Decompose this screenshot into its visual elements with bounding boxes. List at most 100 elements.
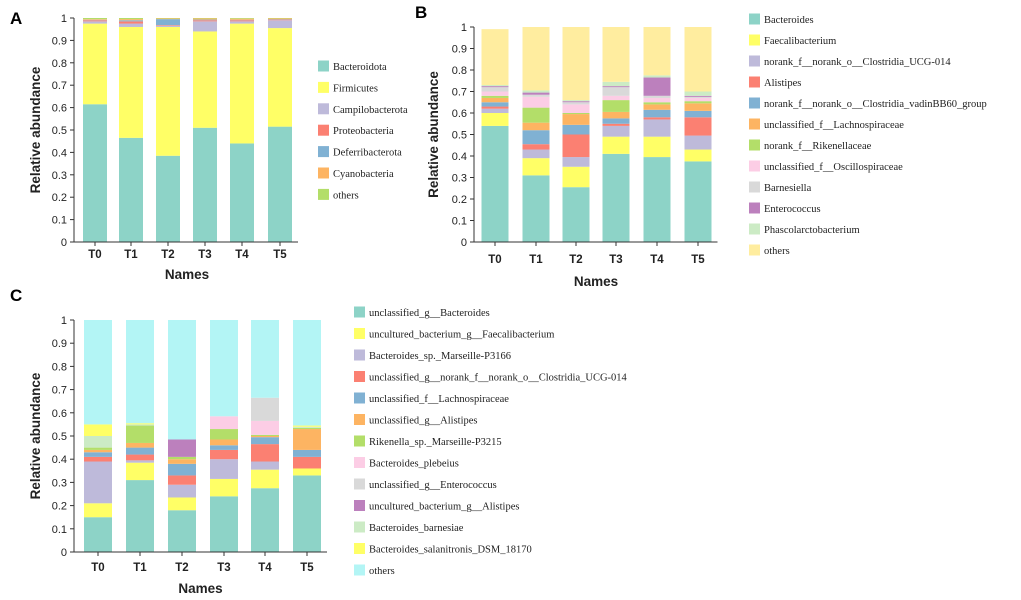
panel-b-bar-t0-series-7 (481, 91, 509, 96)
panel-c-legend-swatch (354, 500, 365, 511)
panel-a-bar-t5-series-5 (268, 18, 292, 20)
panel-b-bar-t3-series-3 (602, 123, 630, 126)
panel-c-bar-t3-series-12 (210, 320, 238, 417)
panel-c-bar-t1-series-1 (126, 462, 154, 481)
panel-b-bar-t5-series-9 (684, 95, 712, 97)
panel-c-x-tick-label: T5 (300, 562, 314, 574)
panel-b-legend-label: unclassified_f__Lachnospiraceae (764, 120, 904, 131)
panel-b-legend-swatch (749, 97, 760, 109)
panel-a-bar-t3-series-1 (193, 31, 217, 128)
panel-b-bar-t3-series-10 (602, 81, 630, 87)
panel-c-bar-t3-series-1 (210, 478, 238, 497)
panel-b-bar-t2-series-10 (562, 100, 590, 102)
panel-b-bar-t3-series-6 (602, 100, 630, 112)
panel-b-y-tick-label: 1 (461, 22, 467, 34)
panel-b-bar-t2-series-5 (562, 114, 590, 125)
panel-b-bar-t2-series-8 (562, 102, 590, 105)
panel-b-chart: B 0 0.1 0.2 0.3 0.4 0.5 0.6 0.7 0.8 0.9 1 T0 T1 T2 T3 T4… (415, 3, 987, 289)
panel-c-bar-t0-series-12 (84, 320, 112, 425)
panel-a-bar-t1-series-1 (119, 26, 143, 138)
panel-b-bar-t3-series-0 (602, 153, 630, 242)
panel-a-y-tick-label: 0.4 (52, 147, 67, 159)
panel-b-bar-t5-series-8 (684, 96, 712, 98)
panel-a-bar-t2-series-1 (156, 26, 180, 156)
panel-b-y-tick-label: 0.1 (452, 216, 467, 228)
panel-b-legend-swatch (749, 13, 760, 25)
panel-c-x-tick-label: T4 (258, 562, 272, 574)
panel-b-legend-label: others (764, 246, 790, 257)
panel-b-bar-t3-series-9 (602, 86, 630, 88)
panel-b-bar-t5-series-0 (684, 161, 712, 242)
panel-c-bar-t5-series-3 (293, 456, 321, 469)
panel-b-x-tick-label: T2 (569, 254, 582, 266)
panel-b-bar-t4-series-4 (643, 109, 671, 118)
panel-a-legend-swatch (318, 103, 329, 115)
panel-b-bar-t1-series-10 (522, 90, 550, 93)
panel-b-bar-t3-series-11 (602, 27, 630, 82)
panel-b-bar-t4-series-7 (643, 97, 671, 103)
panel-a-legend-swatch (318, 60, 329, 72)
panel-a-y-tick-label: 0.9 (52, 35, 67, 47)
panel-a-bar-t0-series-2 (83, 21, 107, 24)
panel-b-bar-t0-series-3 (481, 106, 509, 109)
panel-c-bar-t3-series-4 (210, 445, 238, 450)
panel-a-y-tick-label: 0.7 (52, 80, 67, 92)
panel-a-bar-t3-series-0 (193, 127, 217, 242)
panel-b-legend-label: Barnesiella (764, 183, 812, 194)
panel-b-bar-t1-series-4 (522, 130, 550, 145)
panel-a-bar-t2-series-2 (156, 25, 180, 27)
panel-b-legend-label: norank_f__norank_o__Clostridia_vadinBB60… (764, 99, 987, 110)
panel-c-y-tick-label: 0.2 (52, 501, 67, 513)
panel-c-y-tick-label: 0.1 (52, 524, 67, 536)
panel-c-bar-t4-series-4 (251, 437, 279, 445)
panel-c-bar-t4-series-7 (251, 420, 279, 435)
panel-b-x-tick-label: T0 (488, 254, 501, 266)
panel-c-bar-t5-series-12 (293, 320, 321, 426)
panel-b-bar-t1-series-11 (522, 27, 550, 91)
panel-b-bar-t0-series-6 (481, 95, 509, 98)
panel-b-bar-t3-series-5 (602, 111, 630, 119)
panel-c-bar-t1-series-6 (126, 425, 154, 443)
panel-a-bar-t0-series-3 (83, 20, 107, 22)
panel-c-bar-t5-series-6 (293, 427, 321, 430)
panel-b-legend-label: norank_f__norank_o__Clostridia_UCG-014 (764, 57, 951, 68)
panel-b-bar-t3-series-4 (602, 118, 630, 124)
panel-c-bar-t1-series-5 (126, 442, 154, 448)
panel-b-legend-swatch (749, 160, 760, 172)
panel-b-bar-t1-series-5 (522, 122, 550, 131)
panel-c-legend-label: Bacteroides_barnesiae (369, 523, 464, 534)
panel-c-legend-swatch (354, 349, 365, 361)
panel-b-bar-t2-series-4 (562, 124, 590, 135)
panel-c-bar-t5-series-11 (293, 425, 321, 427)
panel-a-bar-t4-series-2 (230, 21, 254, 24)
panel-b-bar-t2-series-0 (562, 187, 590, 242)
panel-c-bar-t4-series-12 (251, 320, 279, 398)
panel-a-legend-label: Cyanobacteria (333, 169, 394, 180)
panel-a-bar-t5-series-2 (268, 20, 292, 29)
panel-a-letter: A (10, 9, 22, 28)
panel-c-legend-label: uncultured_bacterium_g__Alistipes (369, 502, 519, 513)
panel-b-legend-label: norank_f__Rikenellaceae (764, 141, 872, 152)
panel-b-bar-t2-series-2 (562, 157, 590, 167)
panel-a-bar-t3-series-4 (193, 19, 217, 21)
panel-a-x-tick-label: T4 (235, 249, 249, 261)
panel-b-legend-swatch (749, 244, 760, 256)
panel-b-bar-t0-series-8 (481, 87, 509, 92)
panel-c-legend-swatch (354, 543, 365, 554)
panel-c-bar-t4-series-5 (251, 436, 279, 438)
panel-a-x-tick-label: T3 (198, 249, 211, 261)
panel-b-legend-label: Faecalibacterium (764, 36, 836, 47)
panel-c-bar-t0-series-3 (84, 456, 112, 462)
panel-b-bar-t1-series-6 (522, 107, 550, 123)
panel-c-bar-t2-series-9 (168, 439, 196, 457)
panel-b-bar-t4-series-0 (643, 157, 671, 242)
panel-a-legend-label: Bacteroidota (333, 62, 387, 73)
panel-b-y-tick-label: 0.9 (452, 44, 467, 56)
panel-b-bar-t1-series-7 (522, 96, 550, 108)
panel-c-bar-t2-series-6 (168, 456, 196, 460)
panel-c-chart: C 0 0.1 0.2 0.3 0.4 0.5 0.6 0.7 0.8 0.9 1 T0 T1 T2 T3 T4… (10, 286, 628, 596)
panel-a-bar-t0-series-1 (83, 23, 107, 105)
panel-a-bar-t1-series-0 (119, 137, 143, 242)
panel-c-legend-label: unclassified_g__norank_f__norank_o__Clos… (369, 373, 628, 384)
